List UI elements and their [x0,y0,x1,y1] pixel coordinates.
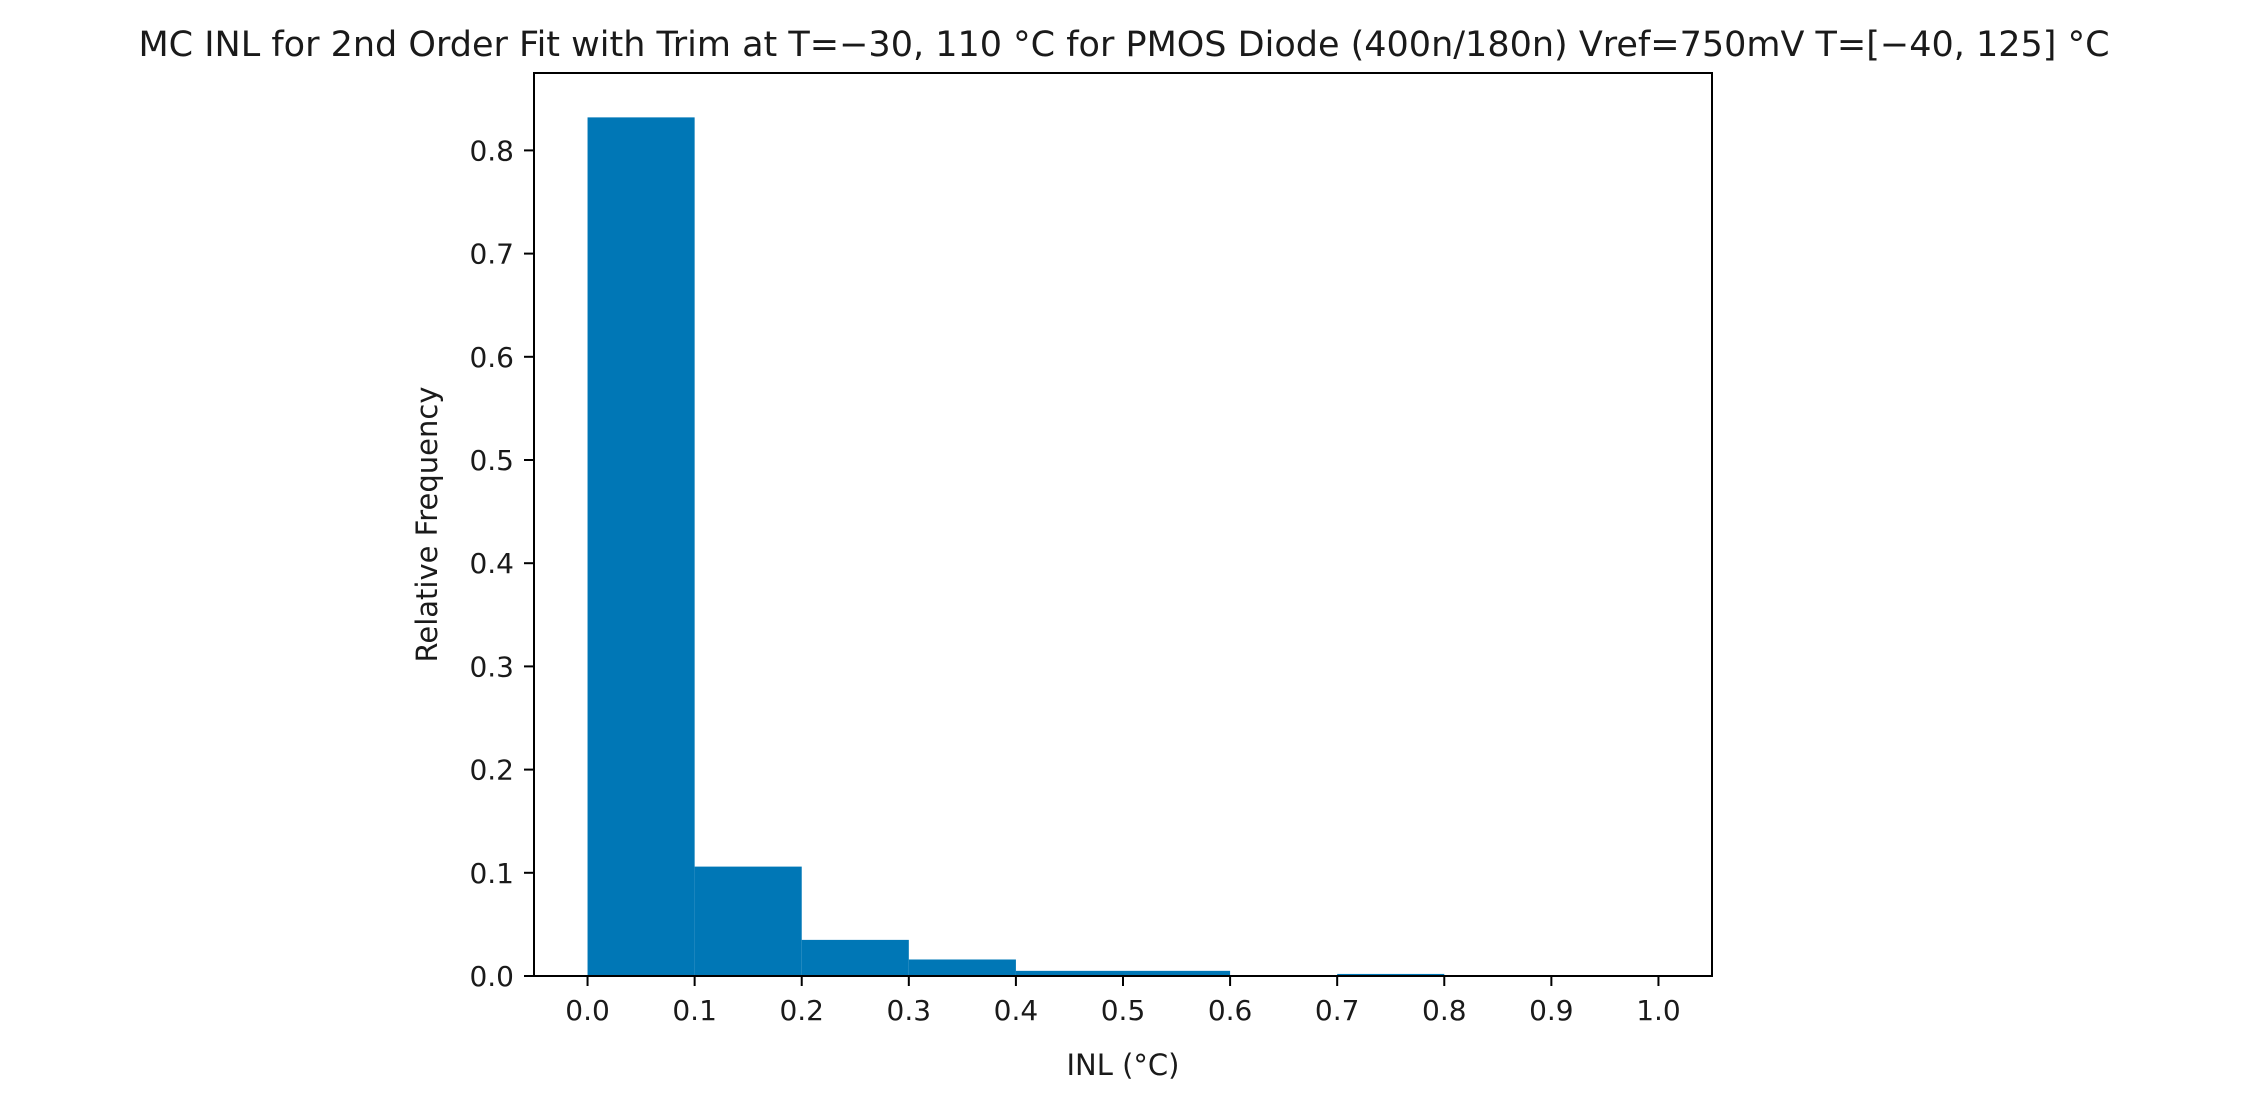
y-tick-label: 0.7 [469,238,514,271]
x-tick-label: 0.1 [672,994,717,1027]
y-tick-label: 0.3 [469,650,514,683]
y-axis-label: Relative Frequency [410,387,444,663]
y-tick-label: 0.1 [469,857,514,890]
y-tick-label: 0.2 [469,754,514,787]
x-axis-label: INL (°C) [1067,1048,1180,1082]
histogram-bar-7 [1337,973,1445,976]
x-tick-label: 0.0 [565,994,610,1027]
histogram-bar-0 [587,117,695,977]
y-tick-label: 0.6 [469,341,514,374]
histogram-bar-4 [1015,970,1123,976]
histogram-bar-2 [801,939,909,976]
histogram-bar-1 [694,866,802,976]
x-tick-label: 0.8 [1422,994,1467,1027]
x-tick-label: 0.4 [994,994,1039,1027]
x-tick-label: 1.0 [1636,994,1681,1027]
x-tick-label: 0.7 [1315,994,1360,1027]
histogram-bar-3 [908,959,1016,976]
y-tick-label: 0.5 [469,444,514,477]
y-tick-label: 0.4 [469,547,514,580]
y-tick-label: 0.0 [469,960,514,993]
bars-layer [587,117,1445,977]
x-tick-label: 0.5 [1101,994,1146,1027]
x-axis: 0.0 0.1 0.2 0.3 0.4 0.5 0.6 0.7 0.8 0.9 1.0 [565,976,1681,1027]
x-tick-label: 0.2 [779,994,824,1027]
chart-title: MC INL for 2nd Order Fit with Trim at T=… [138,25,2109,65]
plot-frame [533,72,1713,977]
histogram-bar-5 [1123,970,1231,976]
y-tick-label: 0.8 [469,134,514,167]
y-axis: 0.0 0.1 0.2 0.3 0.4 0.5 0.6 0.7 0.8 [469,134,534,993]
x-tick-label: 0.3 [887,994,932,1027]
x-tick-label: 0.9 [1529,994,1574,1027]
x-tick-label: 0.6 [1208,994,1253,1027]
